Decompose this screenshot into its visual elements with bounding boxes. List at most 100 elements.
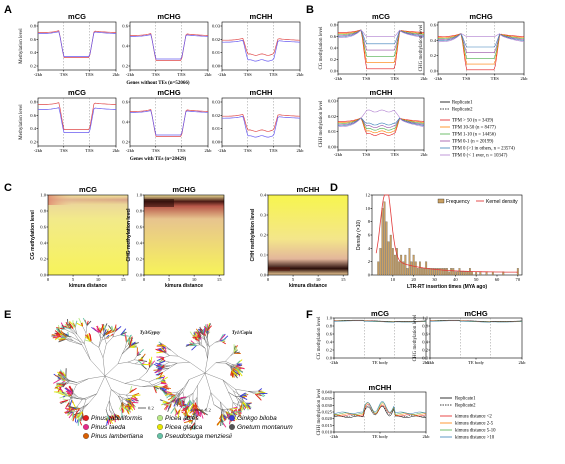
- tree-branch: [204, 372, 223, 381]
- panel-d-ytick-label: 6: [368, 233, 371, 238]
- panel-a-mchg-xtick-label: TSS: [152, 148, 160, 153]
- tree-leaf: [128, 344, 135, 348]
- tree-leaf: [60, 330, 67, 338]
- panel-d-bar: [377, 261, 380, 276]
- panel-a-mchh-xtick-label: TES: [269, 72, 278, 77]
- tree-leaf: [59, 399, 68, 403]
- tree-branch: [196, 397, 198, 405]
- tree-leaf: [184, 400, 191, 408]
- panel-letter-d: D: [330, 182, 338, 194]
- tree-leaf: [164, 390, 173, 394]
- tree-branch: [125, 397, 131, 399]
- tree-branch: [124, 383, 143, 387]
- tree-leaf: [239, 394, 247, 397]
- panel-d-bar: [466, 271, 469, 276]
- tree-branch: [68, 382, 77, 385]
- panel-d-bar: [398, 261, 400, 276]
- tree-branch: [161, 368, 170, 370]
- panel-c-mcg-ytick-label: 1.0: [40, 193, 46, 198]
- tree-leaf: [195, 332, 199, 341]
- panel-b-mcg-series-4: [338, 29, 425, 45]
- tree-branch: [93, 343, 99, 348]
- panel-e-species-swatch: [229, 424, 235, 430]
- panel-c-mcg-xtick-label: 5: [72, 277, 75, 282]
- tree-branch: [196, 344, 201, 346]
- tree-leaf: [129, 336, 133, 346]
- tree-branch: [199, 344, 206, 349]
- tree-branch: [125, 342, 127, 348]
- tree-branch: [67, 397, 74, 401]
- tree-leaf: [114, 413, 116, 423]
- panel-e-species-label: Picea abies: [165, 415, 199, 422]
- panel-letter-f: F: [306, 309, 313, 321]
- tree-leaf: [136, 348, 144, 356]
- panel-a-mchg-plot: [129, 21, 209, 71]
- tree-branch: [230, 367, 232, 372]
- tree-leaf: [161, 389, 168, 394]
- panel-a-mchg-xtick-label: TES: [177, 72, 186, 77]
- tree-branch: [118, 395, 122, 403]
- tree-leaf: [194, 402, 198, 408]
- panel-f-legend-label: Replicate1: [455, 397, 476, 402]
- panel-d-bar: [381, 208, 384, 276]
- tree-branch: [204, 339, 208, 347]
- tree-branch: [177, 355, 190, 363]
- panel-c-mchg-ytick-label: 0.0: [136, 273, 142, 278]
- panel-a-mchg-xtick-label: 2kb: [205, 72, 213, 77]
- panel-f-mchh-ytick-label: 0.040: [322, 390, 333, 395]
- tree-branch: [235, 389, 241, 398]
- panel-d-bar: [389, 234, 392, 276]
- tree-leaf: [157, 360, 166, 365]
- panel-d-bar: [460, 271, 463, 276]
- tree-branch: [165, 352, 170, 356]
- panel-a-mchh-ytick-label: 0.03: [212, 24, 221, 29]
- tree-leaf: [131, 402, 135, 407]
- tree-branch: [233, 390, 239, 402]
- tree-leaf: [56, 327, 65, 330]
- tree-leaf: [75, 413, 81, 421]
- panel-a-mcg-title: mCG: [68, 88, 86, 97]
- tree-branch: [222, 379, 234, 391]
- panel-b-mcg-ytick-label: 0.6: [330, 34, 336, 39]
- tree-branch: [111, 389, 119, 395]
- tree-leaf: [65, 410, 72, 413]
- panel-a-mchg-ytick-label: 0.4: [122, 44, 128, 49]
- panel-d-bar: [475, 271, 478, 276]
- tree-leaf: [79, 411, 83, 416]
- panel-c-mcg-ytick-label: 0.2: [40, 257, 46, 262]
- panel-b-mchh-series-4: [338, 117, 425, 126]
- tree-branch: [207, 339, 210, 347]
- tree-branch: [134, 363, 142, 365]
- panel-b-mcg-xtick-label: 2kb: [421, 76, 429, 81]
- tree-leaf: [65, 402, 70, 409]
- panel-d-bar: [441, 268, 444, 276]
- panel-f-mcg-ylabel: CG methylation level: [317, 316, 322, 360]
- panel-b-mcg-ytick-label: 0.0: [330, 69, 336, 74]
- panel-b-legend-label: TPM 10-50 (n = 8477): [452, 126, 496, 131]
- tree-branch: [221, 409, 223, 415]
- panel-a-mchh-title: mCHH: [250, 12, 273, 21]
- panel-f-legend-label: Replicate2: [455, 404, 476, 409]
- panel-f-mcg-series-5: [333, 320, 426, 323]
- tree-branch: [117, 354, 123, 364]
- tree-leaf: [67, 331, 70, 337]
- tree-branch: [118, 395, 123, 403]
- tree-leaf: [62, 333, 69, 337]
- panel-a-mchg-plot: [129, 97, 209, 147]
- panel-d-bar: [462, 271, 465, 276]
- panel-f-legend-label: kimura distance >10: [455, 436, 495, 441]
- tree-branch: [125, 398, 132, 403]
- panel-b-mchg-xtick-label: TSS: [462, 76, 470, 81]
- tree-leaf: [149, 360, 153, 366]
- tree-branch: [72, 328, 78, 335]
- tree-branch: [209, 342, 216, 347]
- panel-c-mcg-plot: [47, 194, 129, 276]
- tree-branch: [75, 327, 78, 335]
- panel-c-mchh-ytick-label: 0.2: [260, 233, 266, 238]
- panel-d-bar: [400, 254, 403, 276]
- tree-branch: [67, 379, 77, 383]
- panel-b-mchg-ylabel: CHG methylation level: [419, 24, 424, 71]
- tree-branch: [112, 331, 115, 338]
- tree-leaf: [58, 386, 64, 392]
